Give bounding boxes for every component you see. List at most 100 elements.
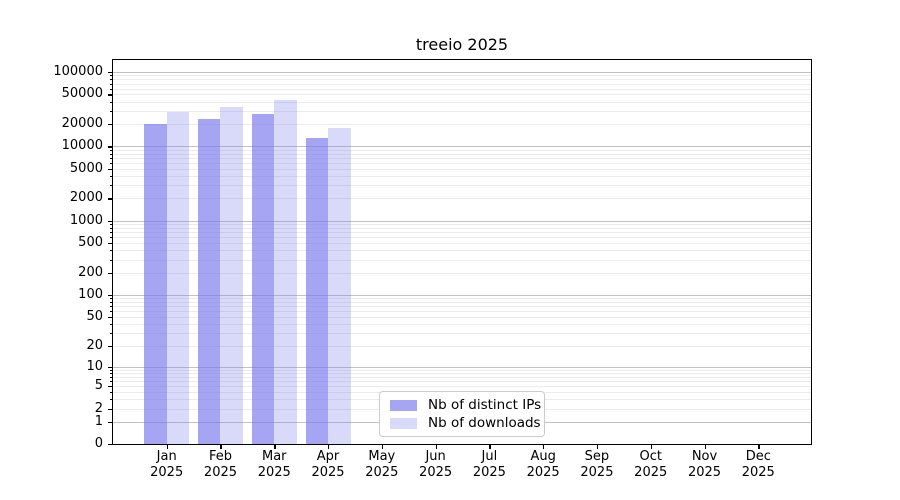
y-axis-tick [108,198,113,200]
gridline-minor [113,376,811,378]
gridline-minor [113,162,811,164]
gridline-minor [113,224,811,226]
y-axis-minor-tick [110,373,113,374]
y-axis-tick [108,294,113,297]
bar-distinct-ips [197,119,221,444]
x-axis-month-line: Jul [481,449,498,464]
gridline-minor [113,124,811,125]
gridline-minor [113,101,811,103]
gridline-minor [113,237,811,239]
x-axis-tick [543,444,545,449]
y-axis-tick-label: 2000 [69,190,103,206]
x-axis-month-label: Feb 2025 [188,449,252,481]
y-axis-tick-label: 100 [78,286,103,302]
gridline-minor [113,198,811,200]
x-axis-year-line: 2025 [472,465,506,480]
gridline-minor [113,75,811,77]
x-axis-tick [435,444,437,449]
y-axis-tick-label: 50000 [61,86,103,102]
x-axis-month-line: Mar [261,449,287,464]
y-axis-minor-tick [110,237,113,239]
gridline-minor [113,243,811,245]
gridline-major [113,366,811,368]
chart-title: treeio 2025 [415,35,509,54]
y-axis-tick-label: 0 [94,436,103,451]
y-axis-minor-tick [110,75,113,77]
x-axis-month-line: Sep [584,449,610,464]
y-axis-tick-label: 5 [94,378,103,394]
gridline-minor [113,373,811,374]
y-axis-tick-label: 1 [94,413,103,429]
y-axis-tick [108,272,113,274]
bar-downloads [166,111,190,444]
x-axis-month-line: Dec [745,449,771,464]
x-axis-year-line: 2025 [311,465,345,480]
legend: Nb of distinct IPs Nb of downloads [379,391,545,437]
gridline-major [113,146,811,148]
y-axis-minor-tick [110,185,113,187]
y-axis-minor-tick [110,110,113,112]
x-axis-tick [489,444,491,449]
y-axis-minor-tick [110,101,113,103]
y-axis-tick [108,316,113,319]
x-axis-month-label: Mar 2025 [242,449,306,481]
gridline-minor [113,324,811,325]
y-axis-tick [108,345,113,347]
gridline-minor [113,168,811,170]
x-axis-month-label: Aug 2025 [511,449,575,481]
y-axis-tick [108,444,113,446]
x-axis-year-line: 2025 [634,465,668,480]
y-axis-tick [108,408,113,410]
x-axis-month-line: Jan [156,449,177,464]
gridline-minor [113,157,811,159]
y-axis-minor-tick [110,302,113,303]
gridline-minor [113,79,811,81]
x-axis-tick [328,444,330,449]
gridline-minor [113,306,811,308]
gridline-minor [113,250,811,252]
x-axis-month-label: Oct 2025 [619,449,683,481]
bar-distinct-ips [251,114,275,444]
y-axis-minor-tick [110,369,113,371]
y-axis-tick-label: 100000 [53,63,103,79]
gridline-minor [113,149,811,151]
y-axis-minor-tick [110,324,113,325]
y-axis-minor-tick [110,250,113,252]
y-axis-minor-tick [110,381,113,383]
y-axis-tick [108,386,113,388]
x-axis-month-line: Oct [639,449,662,464]
y-axis-tick-label: 200 [78,264,103,280]
y-axis-minor-tick [110,259,113,261]
legend-swatch-downloads [390,417,417,429]
y-axis-tick-label: 500 [78,235,103,251]
y-axis-minor-tick [110,399,113,401]
y-axis-tick [108,94,113,96]
gridline-minor [113,333,811,335]
x-axis-year-line: 2025 [419,465,453,480]
x-axis-month-label: Sep 2025 [565,449,629,481]
x-axis-tick [704,444,706,449]
y-axis-minor-tick [110,298,113,300]
x-axis-month-line: May [368,449,396,464]
x-axis-month-line: Apr [316,449,340,464]
y-axis-minor-tick [110,311,113,313]
x-axis-month-label: Jul 2025 [457,449,521,481]
y-axis-tick-label: 50 [86,308,103,324]
bar-downloads [274,100,297,444]
x-axis-year-line: 2025 [257,465,291,480]
gridline-minor [113,175,811,177]
x-axis-tick [596,444,599,449]
x-axis-month-label: Nov 2025 [673,449,737,481]
y-axis-tick [108,124,113,126]
gridline-minor [113,153,811,155]
gridline-minor [113,259,811,261]
bar-distinct-ips [144,124,167,444]
bar-downloads [220,106,243,444]
y-axis-tick [108,71,113,74]
gridline-major [113,71,811,73]
y-axis-minor-tick [110,79,113,81]
x-axis-month-line: Feb [208,449,232,464]
x-axis-month-line: Nov [691,449,718,464]
x-axis-month-label: Dec 2025 [726,449,790,481]
